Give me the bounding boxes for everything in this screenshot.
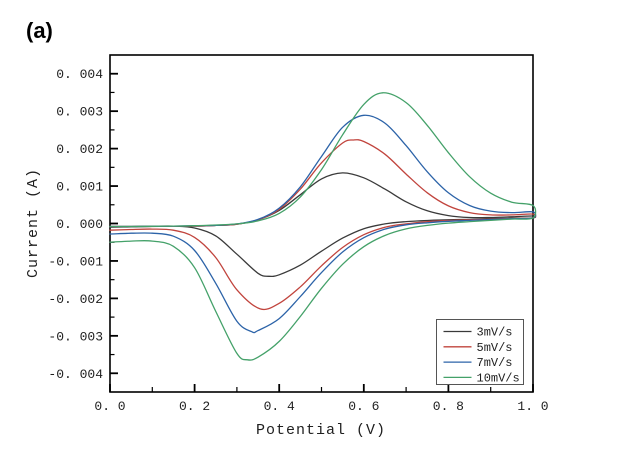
legend-label-7mvs: 7mV/s: [477, 356, 513, 370]
y-tick-label: -0. 001: [48, 254, 103, 269]
y-tick-label: -0. 002: [48, 292, 103, 307]
y-tick-label: 0. 003: [56, 105, 103, 120]
x-tick-label: 0. 4: [264, 399, 295, 414]
x-tick-label: 0. 0: [94, 399, 125, 414]
legend-box: [436, 319, 524, 385]
plot-area: 0. 0 0. 2 0. 4 0. 6 0. 8 1. 0 0. 004 0. 003 0. 0…: [48, 54, 549, 414]
y-tick-label: 0. 001: [56, 180, 103, 195]
legend-label-5mvs: 5mV/s: [477, 341, 513, 355]
figure-label: (a): [26, 18, 53, 43]
y-tick-label: 0. 002: [56, 142, 103, 157]
legend-label-10mvs: 10mV/s: [477, 371, 520, 385]
cv-curve-3mvs: [109, 172, 537, 278]
x-tick-label: 1. 0: [517, 399, 548, 414]
y-tick-label: 0. 004: [56, 67, 103, 82]
y-tick-label: -0. 003: [48, 329, 103, 344]
x-tick-label: 0. 8: [433, 399, 464, 414]
x-tick-label: 0. 6: [348, 399, 379, 414]
y-tick-label: 0. 000: [56, 217, 103, 232]
cv-curve-5mvs: [109, 139, 537, 311]
y-axis-label: Current (A): [25, 168, 42, 278]
legend-label-3mvs: 3mV/s: [477, 326, 513, 340]
x-tick-label: 0. 2: [179, 399, 210, 414]
y-tick-label: -0. 004: [48, 367, 103, 382]
x-axis-label: Potential (V): [256, 422, 386, 439]
cv-curve-10mvs: [109, 92, 537, 361]
cv-curve-7mvs: [109, 114, 537, 334]
